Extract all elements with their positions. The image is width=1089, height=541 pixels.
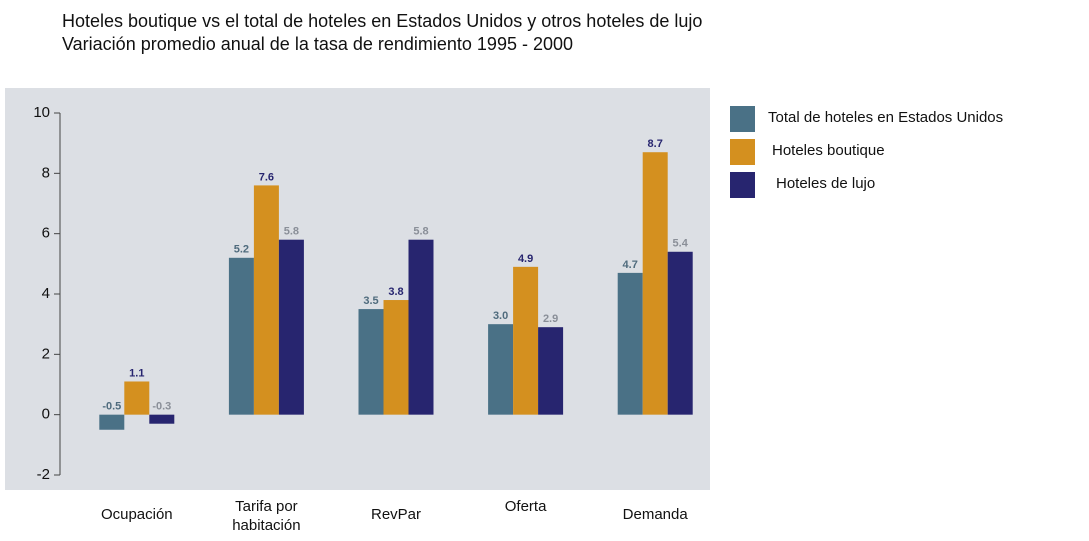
bar	[278, 239, 304, 415]
bar	[408, 239, 434, 415]
bar	[383, 300, 409, 415]
value-label: 4.9	[518, 253, 533, 265]
y-tick-label: 6	[42, 225, 50, 242]
value-label: 1.1	[129, 367, 144, 379]
value-label: 5.8	[413, 226, 428, 238]
bar	[513, 266, 539, 415]
legend-label: Total de hoteles en Estados Unidos	[768, 109, 1003, 126]
value-label: 4.7	[623, 259, 638, 271]
value-label: 5.8	[284, 226, 299, 238]
legend-label: Hoteles de lujo	[776, 175, 875, 192]
legend-label: Hoteles boutique	[772, 142, 885, 159]
bar	[538, 327, 564, 415]
value-label: -0.5	[102, 401, 121, 413]
bar	[642, 152, 668, 415]
bar	[253, 185, 279, 415]
chart-title: Hoteles boutique vs el total de hoteles …	[62, 11, 703, 31]
value-label: 3.0	[493, 310, 508, 322]
chart-subtitle: Variación promedio anual de la tasa de r…	[62, 34, 574, 54]
value-label: 2.9	[543, 313, 558, 325]
bar	[149, 414, 175, 424]
value-label: 7.6	[259, 171, 274, 183]
y-tick-label: 10	[33, 104, 50, 121]
value-label: 3.5	[363, 295, 378, 307]
value-label: 5.4	[673, 238, 689, 250]
bar	[358, 309, 384, 415]
bar	[228, 257, 254, 415]
y-tick-label: 8	[42, 164, 50, 181]
legend-swatch	[730, 106, 755, 132]
x-tick-label: Ocupación	[100, 506, 173, 523]
x-tick-label: Demanda	[622, 506, 688, 523]
bar	[488, 324, 514, 415]
bar	[617, 272, 643, 415]
value-label: 8.7	[648, 138, 663, 150]
value-label: 3.8	[388, 286, 403, 298]
bar	[124, 381, 150, 415]
y-tick-label: 2	[42, 345, 50, 362]
value-label: 5.2	[234, 244, 249, 256]
y-tick-label: -2	[37, 466, 50, 483]
y-tick-label: 0	[42, 406, 50, 423]
y-tick-label: 4	[42, 285, 50, 302]
x-tick-label: Oferta	[504, 498, 547, 515]
legend-swatch	[730, 139, 755, 165]
x-tick-label: RevPar	[370, 506, 422, 523]
bar	[99, 414, 125, 430]
x-tick-label: Tarifa por habitación	[232, 498, 301, 534]
value-label: -0.3	[152, 401, 171, 413]
bar	[667, 251, 693, 415]
legend-swatch	[730, 172, 755, 198]
